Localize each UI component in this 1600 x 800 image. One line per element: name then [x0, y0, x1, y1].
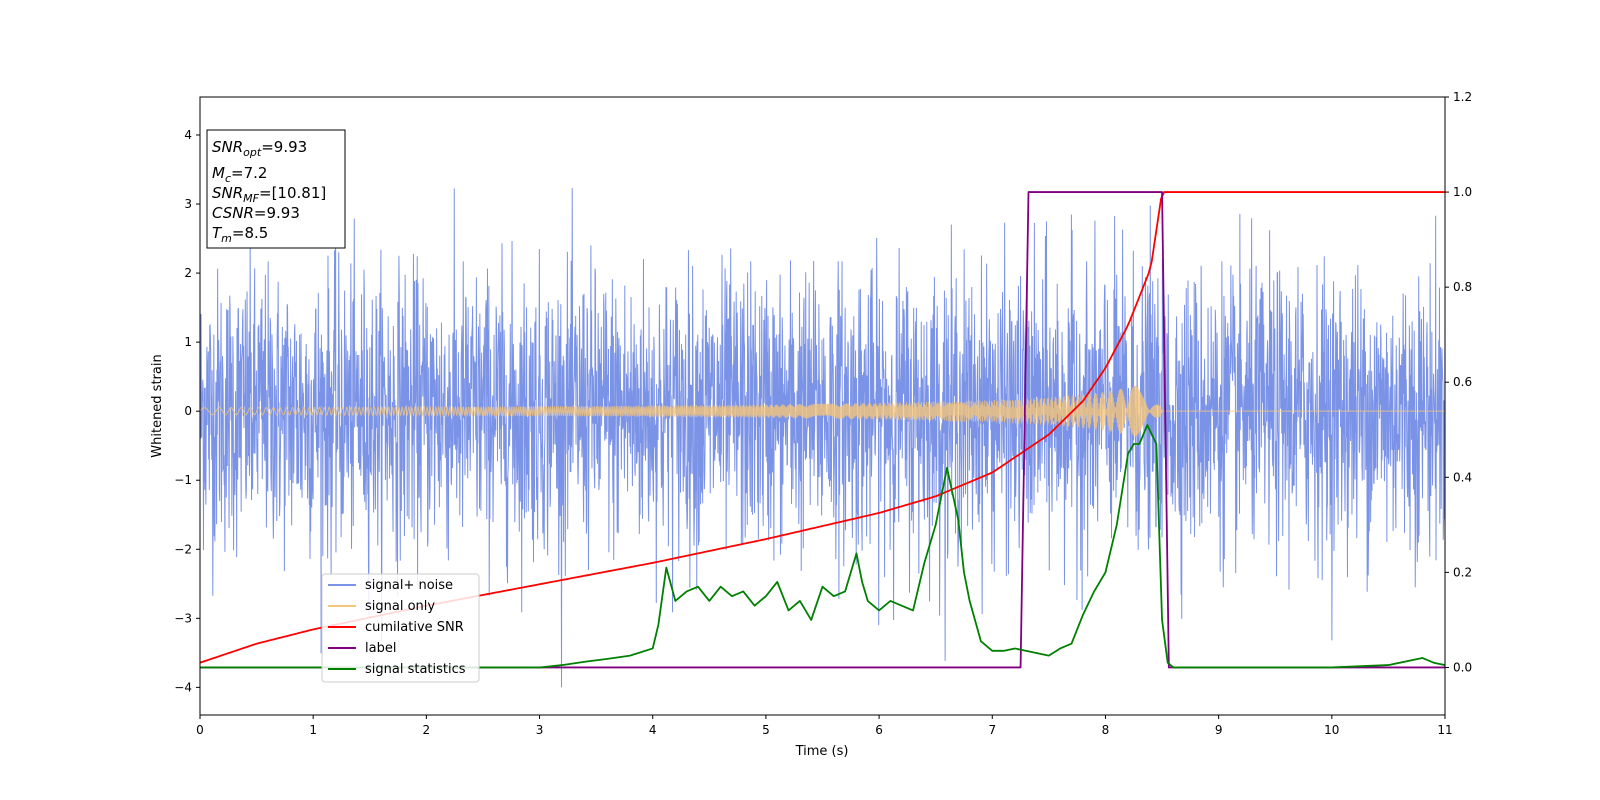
y-left-tick-label: −3: [174, 611, 192, 625]
x-tick-label: 0: [196, 723, 204, 737]
x-tick-label: 6: [875, 723, 883, 737]
x-tick-label: 4: [649, 723, 657, 737]
legend-label: signal+ noise: [365, 578, 453, 593]
x-axis-label: Time (s): [795, 744, 849, 759]
legend-label: label: [365, 641, 396, 656]
annotation-line: SNRMF=[10.81]: [212, 184, 326, 205]
y-right-tick-label: 0.6: [1453, 375, 1472, 389]
legend-label: signal statistics: [365, 662, 466, 677]
annotation-line: Mc=7.2: [212, 164, 267, 185]
y-left-tick-label: 3: [184, 197, 192, 211]
plot-frame: [199, 96, 1446, 716]
x-tick-label: 7: [988, 723, 996, 737]
y-right-tick-label: 1.0: [1453, 185, 1472, 199]
legend-label: signal only: [365, 599, 435, 614]
legend-label: cumilative SNR: [365, 620, 464, 635]
y-left-tick-label: −1: [174, 473, 192, 487]
y-right-tick-label: 0.2: [1453, 565, 1472, 579]
y-right-tick-label: 0.4: [1453, 470, 1472, 484]
annotation-frame: [206, 129, 346, 249]
y-right-tick-label: 0.0: [1453, 660, 1472, 674]
x-tick-label: 1: [309, 723, 317, 737]
x-tick-label: 11: [1437, 723, 1452, 737]
legend-frame: [321, 573, 480, 683]
x-tick-label: 10: [1324, 723, 1339, 737]
y-right-tick-label: 1.2: [1453, 90, 1472, 104]
annotation-line: SNRopt=9.93: [212, 138, 307, 159]
x-tick-label: 2: [423, 723, 431, 737]
x-tick-label: 8: [1102, 723, 1110, 737]
annotation-line: Tm=8.5: [212, 224, 268, 245]
y-right-tick-label: 0.8: [1453, 280, 1472, 294]
x-tick-label: 5: [762, 723, 770, 737]
y-left-tick-label: −4: [174, 680, 192, 694]
y-left-tick-label: 2: [184, 266, 192, 280]
x-tick-label: 3: [536, 723, 544, 737]
y-axis-label: Whitened strain: [150, 354, 165, 457]
legend: signal+ noise signal only cumilative SNR la…: [321, 573, 480, 683]
annotation-line: CSNR=9.93: [212, 204, 300, 222]
series-signal-statistics: [200, 424, 1445, 669]
axes-layer: 0 1 2 3 4 5 6 7 8 9 10 11 −4 −3 −2 −1 0 1 2 3 4 0.0 0.2 0.4 0.6 0…: [174, 90, 1472, 737]
series-signal-only: [200, 385, 1445, 437]
y-left-tick-label: 4: [184, 128, 192, 142]
y-left-tick-label: 1: [184, 335, 192, 349]
y-left-tick-label: 0: [184, 404, 192, 418]
x-tick-label: 9: [1215, 723, 1223, 737]
series-signal-plus-noise: [200, 188, 1445, 688]
y-left-tick-label: −2: [174, 542, 192, 556]
